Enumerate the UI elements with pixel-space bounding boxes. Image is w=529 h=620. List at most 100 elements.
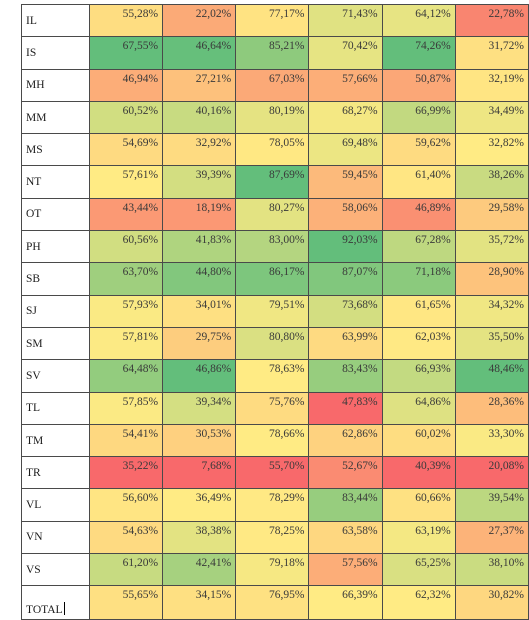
row-code[interactable]: VS: [21, 553, 90, 587]
value-cell-col6[interactable]: 33,30%: [454, 423, 529, 458]
value-cell-col4[interactable]: 63,99%: [308, 326, 383, 361]
value-cell-col2[interactable]: 36,49%: [162, 488, 237, 522]
value-cell-col2[interactable]: 39,39%: [162, 165, 237, 199]
value-cell-col6[interactable]: 30,82%: [454, 585, 529, 620]
value-cell-col6[interactable]: 34,49%: [454, 100, 529, 135]
value-cell-col4[interactable]: 63,58%: [308, 520, 383, 555]
value-cell-col1[interactable]: 54,63%: [88, 520, 164, 555]
value-cell-col1[interactable]: 57,61%: [88, 165, 164, 199]
value-cell-col2[interactable]: 29,75%: [162, 326, 237, 361]
value-cell-col2[interactable]: 34,15%: [162, 585, 237, 620]
value-cell-col2[interactable]: 7,68%: [162, 456, 237, 490]
value-cell-col3[interactable]: 75,76%: [235, 391, 310, 425]
value-cell-col3[interactable]: 87,69%: [235, 165, 310, 199]
value-cell-col2[interactable]: 27,21%: [162, 68, 237, 102]
value-cell-col5[interactable]: 61,40%: [381, 165, 456, 199]
value-cell-col5[interactable]: 60,66%: [381, 488, 456, 522]
value-cell-col4[interactable]: 70,42%: [308, 36, 383, 70]
value-cell-col6[interactable]: 28,90%: [454, 262, 529, 296]
value-cell-col1[interactable]: 57,93%: [88, 294, 164, 328]
row-code[interactable]: SJ: [21, 294, 90, 328]
value-cell-col3[interactable]: 78,25%: [235, 520, 310, 555]
value-cell-col4[interactable]: 62,86%: [308, 423, 383, 458]
row-code[interactable]: OT: [21, 197, 90, 232]
value-cell-col1[interactable]: 55,28%: [88, 3, 164, 38]
value-cell-col5[interactable]: 74,26%: [381, 36, 456, 70]
value-cell-col2[interactable]: 32,92%: [162, 133, 237, 167]
value-cell-col5[interactable]: 61,65%: [381, 294, 456, 328]
value-cell-col5[interactable]: 66,93%: [381, 359, 456, 393]
value-cell-col5[interactable]: 50,87%: [381, 68, 456, 102]
value-cell-col5[interactable]: 40,39%: [381, 456, 456, 490]
value-cell-col3[interactable]: 76,95%: [235, 585, 310, 620]
value-cell-col4[interactable]: 73,68%: [308, 294, 383, 328]
value-cell-col4[interactable]: 47,83%: [308, 391, 383, 425]
row-code[interactable]: MH: [21, 68, 90, 102]
value-cell-col6[interactable]: 20,08%: [454, 456, 529, 490]
row-code[interactable]: SB: [21, 262, 90, 296]
value-cell-col2[interactable]: 22,02%: [162, 3, 237, 38]
value-cell-col1[interactable]: 57,81%: [88, 326, 164, 361]
row-code[interactable]: VN: [21, 520, 90, 555]
value-cell-col5[interactable]: 64,12%: [381, 3, 456, 38]
value-cell-col6[interactable]: 22,78%: [454, 3, 529, 38]
value-cell-col4[interactable]: 83,44%: [308, 488, 383, 522]
value-cell-col3[interactable]: 78,29%: [235, 488, 310, 522]
value-cell-col5[interactable]: 66,99%: [381, 100, 456, 135]
value-cell-col5[interactable]: 60,02%: [381, 423, 456, 458]
value-cell-col6[interactable]: 48,46%: [454, 359, 529, 393]
value-cell-col6[interactable]: 32,19%: [454, 68, 529, 102]
value-cell-col1[interactable]: 56,60%: [88, 488, 164, 522]
row-code[interactable]: TM: [21, 423, 90, 458]
value-cell-col3[interactable]: 78,66%: [235, 423, 310, 458]
value-cell-col4[interactable]: 87,07%: [308, 262, 383, 296]
value-cell-col3[interactable]: 67,03%: [235, 68, 310, 102]
value-cell-col1[interactable]: 54,41%: [88, 423, 164, 458]
value-cell-col4[interactable]: 57,66%: [308, 68, 383, 102]
value-cell-col6[interactable]: 38,26%: [454, 165, 529, 199]
value-cell-col4[interactable]: 66,39%: [308, 585, 383, 620]
value-cell-col2[interactable]: 30,53%: [162, 423, 237, 458]
value-cell-col3[interactable]: 80,19%: [235, 100, 310, 135]
value-cell-col3[interactable]: 80,27%: [235, 197, 310, 232]
value-cell-col4[interactable]: 83,43%: [308, 359, 383, 393]
value-cell-col6[interactable]: 39,54%: [454, 488, 529, 522]
value-cell-col2[interactable]: 41,83%: [162, 230, 237, 264]
row-code[interactable]: NT: [21, 165, 90, 199]
value-cell-col6[interactable]: 38,10%: [454, 553, 529, 587]
value-cell-col4[interactable]: 69,48%: [308, 133, 383, 167]
value-cell-col5[interactable]: 46,89%: [381, 197, 456, 232]
value-cell-col2[interactable]: 38,38%: [162, 520, 237, 555]
value-cell-col5[interactable]: 62,32%: [381, 585, 456, 620]
value-cell-col6[interactable]: 34,32%: [454, 294, 529, 328]
value-cell-col3[interactable]: 55,70%: [235, 456, 310, 490]
value-cell-col5[interactable]: 59,62%: [381, 133, 456, 167]
value-cell-col5[interactable]: 65,25%: [381, 553, 456, 587]
value-cell-col1[interactable]: 55,65%: [88, 585, 164, 620]
value-cell-col3[interactable]: 78,63%: [235, 359, 310, 393]
value-cell-col5[interactable]: 67,28%: [381, 230, 456, 264]
value-cell-col2[interactable]: 44,80%: [162, 262, 237, 296]
value-cell-col4[interactable]: 68,27%: [308, 100, 383, 135]
value-cell-col6[interactable]: 28,36%: [454, 391, 529, 425]
value-cell-col2[interactable]: 39,34%: [162, 391, 237, 425]
value-cell-col3[interactable]: 78,05%: [235, 133, 310, 167]
value-cell-col1[interactable]: 67,55%: [88, 36, 164, 70]
value-cell-col3[interactable]: 80,80%: [235, 326, 310, 361]
row-code[interactable]: SV: [21, 359, 90, 393]
row-code[interactable]: MM: [21, 100, 90, 135]
value-cell-col4[interactable]: 71,43%: [308, 3, 383, 38]
value-cell-col3[interactable]: 83,00%: [235, 230, 310, 264]
value-cell-col5[interactable]: 62,03%: [381, 326, 456, 361]
row-code[interactable]: VL: [21, 488, 90, 522]
value-cell-col6[interactable]: 35,50%: [454, 326, 529, 361]
row-code[interactable]: TL: [21, 391, 90, 425]
value-cell-col4[interactable]: 58,06%: [308, 197, 383, 232]
value-cell-col3[interactable]: 77,17%: [235, 3, 310, 38]
row-code[interactable]: SM: [21, 326, 90, 361]
value-cell-col6[interactable]: 27,37%: [454, 520, 529, 555]
value-cell-col5[interactable]: 71,18%: [381, 262, 456, 296]
row-code[interactable]: PH: [21, 230, 90, 264]
value-cell-col1[interactable]: 60,52%: [88, 100, 164, 135]
value-cell-col6[interactable]: 29,58%: [454, 197, 529, 232]
